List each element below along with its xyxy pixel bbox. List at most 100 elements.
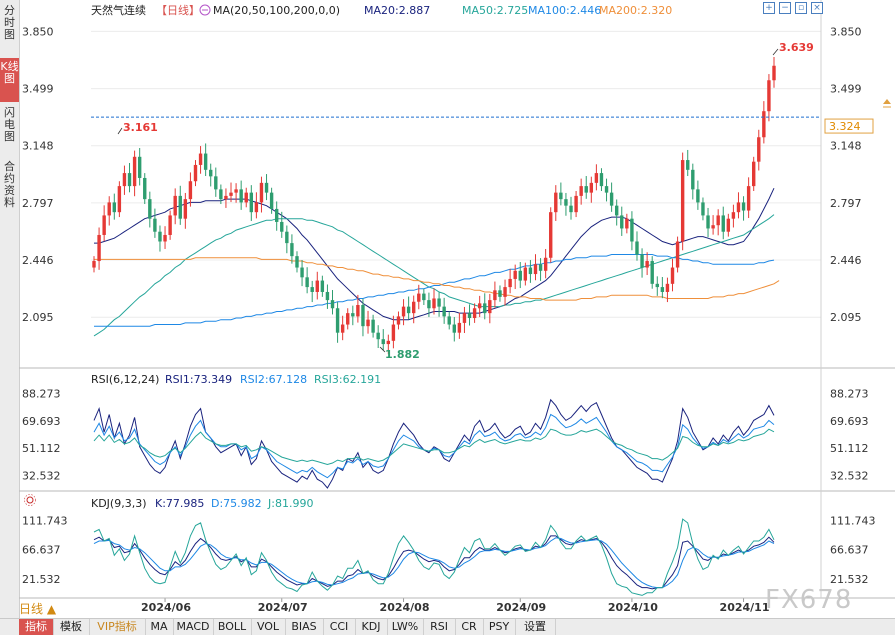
indicator-tab[interactable]: VOL xyxy=(251,619,286,635)
indicator-tab[interactable]: CCI xyxy=(323,619,356,635)
candle xyxy=(193,160,198,187)
candle xyxy=(366,310,370,334)
x-tick-label: 2024/06 xyxy=(141,601,191,614)
candle xyxy=(183,192,188,229)
x-tick-label: 2024/10 xyxy=(608,601,658,614)
candle xyxy=(655,276,659,296)
indicator-tab[interactable]: 设置 xyxy=(515,619,556,635)
candle xyxy=(574,191,578,218)
indicator-tab[interactable]: MA xyxy=(145,619,174,635)
kdj-tick-right: 66.637 xyxy=(830,544,869,557)
candle xyxy=(417,284,421,310)
price-marker-icon[interactable] xyxy=(883,99,891,108)
candle xyxy=(203,143,208,177)
candle xyxy=(528,260,533,283)
candle xyxy=(325,284,330,309)
candle xyxy=(640,248,644,278)
candle xyxy=(244,187,248,208)
tab-kline[interactable]: K线图 xyxy=(0,58,19,102)
candle xyxy=(741,196,746,221)
candle xyxy=(132,150,137,197)
shrink-icon[interactable]: − xyxy=(779,2,791,14)
price-tick-left: 3.499 xyxy=(22,83,54,96)
indicator-tab[interactable]: BIAS xyxy=(285,619,324,635)
candle xyxy=(472,303,477,323)
candle xyxy=(376,325,380,348)
candle xyxy=(173,188,177,225)
candle xyxy=(264,174,269,201)
tab-contract-info[interactable]: 合约资料 xyxy=(4,160,15,209)
indicator-tab[interactable]: CR xyxy=(455,619,484,635)
ma100-value: MA100:2.446 xyxy=(528,4,601,17)
candle xyxy=(285,225,289,254)
candle xyxy=(767,74,771,122)
candle xyxy=(554,185,558,221)
candle xyxy=(594,164,599,191)
expand-icon[interactable]: + xyxy=(763,2,775,14)
candle xyxy=(543,248,548,279)
sun-icon[interactable] xyxy=(24,494,36,506)
settings-icon[interactable] xyxy=(199,4,211,16)
indicator-tab[interactable]: 模板 xyxy=(53,619,90,635)
candle xyxy=(274,201,279,231)
indicator-tab[interactable]: MACD xyxy=(173,619,214,635)
indicator-tab[interactable]: BOLL xyxy=(213,619,252,635)
candle xyxy=(290,234,294,264)
candle xyxy=(143,173,147,205)
indicator-tab[interactable]: VIP指标 xyxy=(89,619,146,635)
chart-area: 3.850 3.850 3.499 3.499 3.148 3.148 2.797 2.797… xyxy=(19,0,895,614)
candle xyxy=(549,207,553,263)
candle xyxy=(498,285,502,302)
candle xyxy=(625,213,629,234)
tab-flash[interactable]: 闪电图 xyxy=(4,106,15,143)
candle xyxy=(188,172,193,207)
candle xyxy=(371,314,375,338)
price-tick-right: 2.446 xyxy=(830,254,862,267)
tab-intraday[interactable]: 分时图 xyxy=(4,4,15,41)
close-icon[interactable]: × xyxy=(811,2,823,14)
candle xyxy=(503,279,507,306)
candle xyxy=(686,149,690,177)
rsi-tick-left: 51.112 xyxy=(22,442,61,455)
candle xyxy=(97,227,101,270)
candle xyxy=(335,302,340,343)
price-tick-left: 3.850 xyxy=(22,25,54,38)
indicator-tab[interactable]: PSY xyxy=(483,619,516,635)
candle xyxy=(477,295,482,318)
candle xyxy=(351,305,355,326)
rsi3-line xyxy=(93,428,775,466)
candle xyxy=(614,199,619,226)
candle xyxy=(102,205,106,242)
candle xyxy=(599,168,604,191)
indicator-tab[interactable]: 指标 xyxy=(19,619,54,635)
candle xyxy=(254,192,259,219)
rsi-tick-right: 51.112 xyxy=(830,442,869,455)
indicator-tab[interactable]: LW% xyxy=(387,619,424,635)
candle xyxy=(178,185,182,225)
candle xyxy=(148,191,152,228)
rsi2-value: RSI2:67.128 xyxy=(240,373,307,386)
candle xyxy=(609,182,614,212)
grid-lines xyxy=(91,30,821,602)
candle xyxy=(452,317,456,342)
rsi1-line xyxy=(93,398,775,489)
candle xyxy=(361,298,365,337)
candle xyxy=(731,204,736,228)
candle xyxy=(224,188,228,208)
candle xyxy=(158,225,162,252)
candle xyxy=(635,231,639,261)
candle xyxy=(716,209,720,236)
period-selector[interactable]: 日线 ▲ xyxy=(19,601,81,618)
candle xyxy=(483,293,487,320)
candle xyxy=(396,311,401,330)
candle xyxy=(736,192,741,219)
indicator-tab[interactable]: RSI xyxy=(423,619,456,635)
candle xyxy=(300,260,304,287)
candle xyxy=(630,211,634,251)
watermark: FX678 xyxy=(765,585,853,615)
candle xyxy=(665,277,670,303)
indicator-tab[interactable]: KDJ xyxy=(355,619,388,635)
restore-icon[interactable]: ▫ xyxy=(795,2,807,14)
ma20-value: MA20:2.887 xyxy=(364,4,430,17)
low-label: 1.882 xyxy=(385,348,420,361)
